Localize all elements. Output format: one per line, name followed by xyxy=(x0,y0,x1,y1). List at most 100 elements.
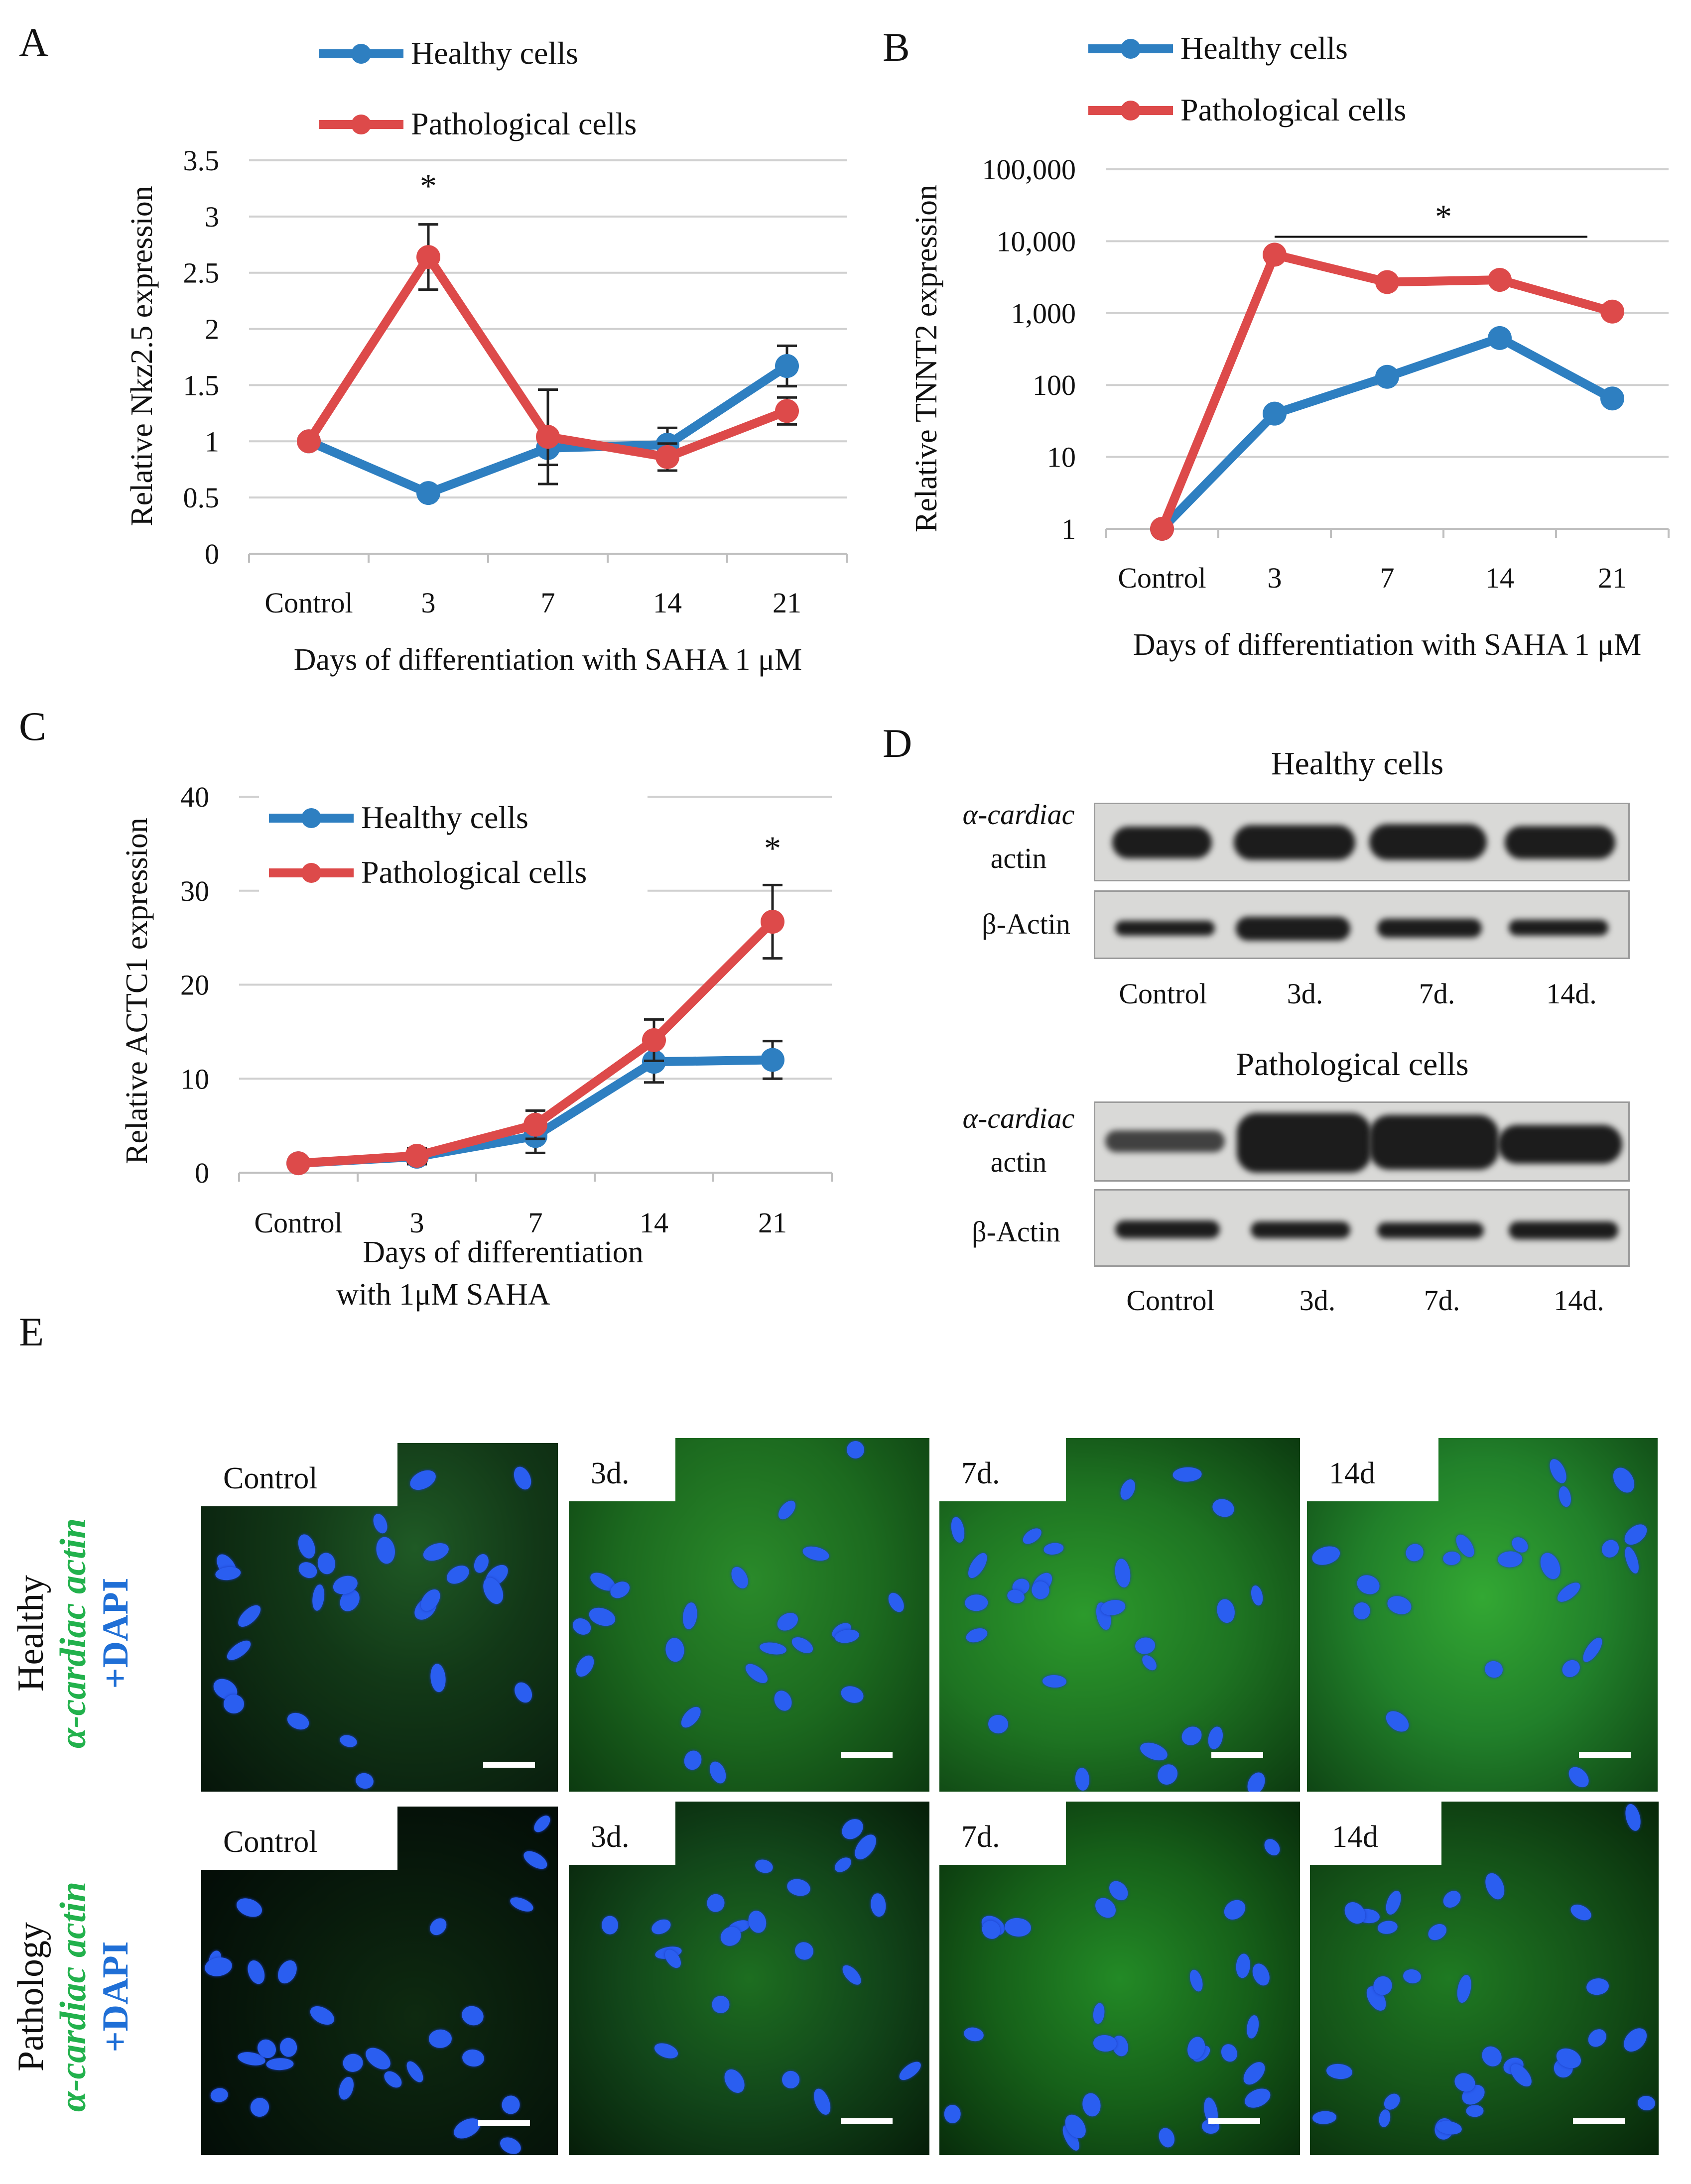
data-point xyxy=(655,445,679,469)
micrograph-healthy-3d: 3d. xyxy=(569,1438,929,1792)
blot-alpha-pathological xyxy=(1094,1101,1630,1182)
nucleus xyxy=(572,1652,598,1680)
nucleus xyxy=(810,2086,834,2117)
nucleus xyxy=(1080,2091,1102,2118)
nucleus xyxy=(1546,1456,1570,1486)
nucleus xyxy=(1187,1968,1205,1994)
nucleus xyxy=(775,1497,799,1523)
micrograph-label: Control xyxy=(201,1807,397,1870)
blot-label-beta-healthy: β-Actin xyxy=(982,908,1070,940)
nucleus xyxy=(248,2095,272,2119)
nucleus xyxy=(677,1703,704,1731)
blot-label-beta-pathological: β-Actin xyxy=(972,1215,1060,1248)
nucleus xyxy=(1377,1920,1399,1936)
nucleus xyxy=(338,1733,358,1749)
nucleus xyxy=(210,2087,229,2104)
panel-letter-d: D xyxy=(883,721,912,766)
nucleus xyxy=(1220,1896,1249,1924)
nucleus xyxy=(1568,1902,1594,1924)
blot-title-healthy: Healthy cells xyxy=(1271,745,1444,782)
nucleus xyxy=(792,1939,816,1963)
nucleus xyxy=(429,1663,447,1693)
nucleus xyxy=(832,1854,854,1875)
y-tick-label: 20 xyxy=(180,969,209,1001)
nucleus xyxy=(1537,1550,1564,1582)
band xyxy=(1234,825,1355,860)
nucleus xyxy=(1340,1898,1370,1928)
nucleus xyxy=(587,1604,618,1629)
scale-bar xyxy=(841,1752,893,1758)
nucleus xyxy=(949,1516,966,1544)
nucleus xyxy=(511,1679,535,1706)
scale-bar xyxy=(1208,2118,1260,2124)
micrograph-label: 7d. xyxy=(939,1802,1066,1865)
nucleus xyxy=(497,2134,523,2155)
nucleus xyxy=(1637,2094,1656,2111)
nucleus xyxy=(845,1440,865,1459)
legend-marker-healthy xyxy=(301,808,321,828)
nucleus xyxy=(278,2037,298,2058)
y-tick-label: 10 xyxy=(1047,441,1076,474)
nucleus xyxy=(896,2058,924,2083)
nucleus xyxy=(403,2059,427,2085)
band xyxy=(1237,1113,1371,1173)
nucleus xyxy=(1598,1537,1622,1561)
row-label-pathology-stain: α-cardiac actin xyxy=(53,1881,94,2112)
nucleus xyxy=(1042,1541,1064,1556)
nucleus xyxy=(203,1955,234,1978)
y-tick-label: 0 xyxy=(205,538,219,570)
nucleus xyxy=(1559,1656,1583,1681)
nucleus xyxy=(375,1536,397,1566)
data-point xyxy=(416,481,440,505)
micrograph-label: 3d. xyxy=(569,1438,675,1501)
band xyxy=(1369,1115,1499,1170)
nucleus xyxy=(1326,2063,1353,2080)
y-tick-label: 30 xyxy=(180,875,209,907)
nucleus xyxy=(1555,1579,1583,1605)
nucleus xyxy=(530,1813,553,1835)
nucleus xyxy=(1074,1767,1090,1792)
nucleus xyxy=(1310,1543,1342,1568)
lane-label: 7d. xyxy=(1419,977,1455,1010)
nucleus xyxy=(944,2104,961,2123)
x-tick-label: 14 xyxy=(1485,562,1514,594)
nucleus xyxy=(1206,1725,1225,1751)
lane-label: 3d. xyxy=(1287,977,1323,1010)
nucleus xyxy=(1579,1635,1606,1665)
micrograph-healthy-14d: 14d xyxy=(1307,1438,1658,1792)
row-label-pathology: Pathology α-cardiac actin +DAPI xyxy=(10,1847,139,2146)
nucleus xyxy=(1004,1917,1032,1938)
data-point xyxy=(761,910,784,934)
nucleus xyxy=(224,1637,254,1664)
nucleus xyxy=(501,2095,520,2115)
nucleus xyxy=(602,1916,619,1935)
nucleus xyxy=(307,2002,338,2028)
nucleus xyxy=(459,2003,486,2028)
data-point xyxy=(1600,299,1624,324)
nucleus xyxy=(746,1909,769,1935)
nucleus xyxy=(801,1544,831,1563)
nucleus xyxy=(1565,1763,1593,1792)
nucleus xyxy=(774,1609,801,1634)
nucleus xyxy=(839,1962,864,1988)
x-tick-label: Control xyxy=(254,1207,342,1239)
blot-label-alpha-2: actin xyxy=(990,842,1047,874)
data-point xyxy=(286,1151,310,1176)
band xyxy=(1377,919,1482,938)
legend-text-pathological: Pathological cells xyxy=(361,854,587,890)
nucleus xyxy=(1261,1836,1283,1858)
nucleus xyxy=(705,1892,727,1914)
nucleus xyxy=(706,1759,729,1786)
row-label-healthy-title: Healthy xyxy=(10,1575,51,1692)
nucleus xyxy=(1138,1739,1171,1764)
y-tick-label: 3.5 xyxy=(183,144,220,177)
x-tick-label: 3 xyxy=(421,587,436,619)
nucleus xyxy=(354,1771,376,1792)
nucleus xyxy=(342,2053,364,2073)
blot-label-alpha-2: actin xyxy=(990,1146,1047,1178)
x-tick-label: 7 xyxy=(528,1207,543,1239)
nucleus xyxy=(296,1559,320,1581)
micrograph-label: 3d. xyxy=(569,1802,675,1865)
blot-beta-pathological xyxy=(1094,1189,1630,1267)
nucleus xyxy=(1113,1558,1132,1588)
